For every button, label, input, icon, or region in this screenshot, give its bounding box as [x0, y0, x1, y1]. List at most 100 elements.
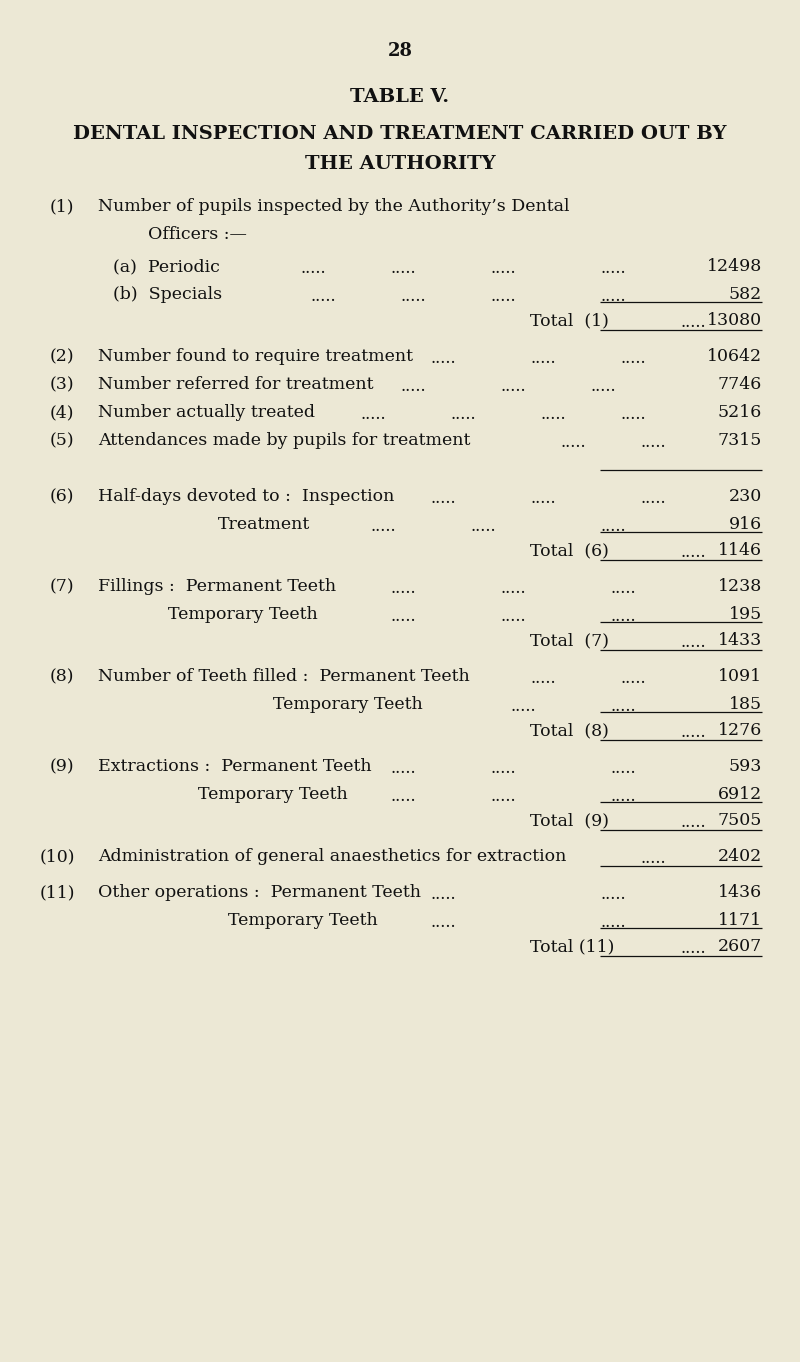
Text: Number of Teeth filled :  Permanent Teeth: Number of Teeth filled : Permanent Teeth — [98, 667, 470, 685]
Text: .....: ..... — [490, 789, 516, 805]
Text: .....: ..... — [640, 850, 666, 868]
Text: (7): (7) — [50, 577, 74, 595]
Text: Other operations :  Permanent Teeth: Other operations : Permanent Teeth — [98, 884, 421, 902]
Text: 7746: 7746 — [718, 376, 762, 394]
Text: DENTAL INSPECTION AND TREATMENT CARRIED OUT BY: DENTAL INSPECTION AND TREATMENT CARRIED … — [74, 125, 726, 143]
Text: 1238: 1238 — [718, 577, 762, 595]
Text: .....: ..... — [620, 350, 646, 366]
Text: .....: ..... — [600, 914, 626, 932]
Text: .....: ..... — [590, 379, 616, 395]
Text: 1433: 1433 — [718, 632, 762, 650]
Text: .....: ..... — [600, 518, 626, 535]
Text: 185: 185 — [729, 696, 762, 712]
Text: Attendances made by pupils for treatment: Attendances made by pupils for treatment — [98, 432, 470, 449]
Text: 7315: 7315 — [718, 432, 762, 449]
Text: .....: ..... — [390, 580, 416, 597]
Text: .....: ..... — [610, 760, 636, 776]
Text: Total  (1): Total (1) — [530, 312, 609, 330]
Text: .....: ..... — [610, 789, 636, 805]
Text: .....: ..... — [390, 260, 416, 276]
Text: (6): (6) — [50, 488, 74, 505]
Text: 2402: 2402 — [718, 849, 762, 865]
Text: .....: ..... — [600, 887, 626, 903]
Text: 5216: 5216 — [718, 405, 762, 421]
Text: .....: ..... — [500, 607, 526, 625]
Text: Total  (7): Total (7) — [530, 632, 609, 650]
Text: (b)  Specials: (b) Specials — [113, 286, 222, 302]
Text: 1146: 1146 — [718, 542, 762, 558]
Text: .....: ..... — [680, 315, 706, 331]
Text: 28: 28 — [387, 42, 413, 60]
Text: Total  (9): Total (9) — [530, 812, 609, 829]
Text: 13080: 13080 — [707, 312, 762, 330]
Text: 1171: 1171 — [718, 913, 762, 929]
Text: .....: ..... — [490, 260, 516, 276]
Text: (10): (10) — [40, 849, 75, 865]
Text: Temporary Teeth: Temporary Teeth — [273, 696, 422, 712]
Text: .....: ..... — [680, 633, 706, 651]
Text: 7505: 7505 — [718, 812, 762, 829]
Text: .....: ..... — [680, 814, 706, 831]
Text: (4): (4) — [50, 405, 74, 421]
Text: Fillings :  Permanent Teeth: Fillings : Permanent Teeth — [98, 577, 336, 595]
Text: Temporary Teeth: Temporary Teeth — [198, 786, 348, 804]
Text: (a)  Periodic: (a) Periodic — [113, 257, 220, 275]
Text: 593: 593 — [729, 759, 762, 775]
Text: 1436: 1436 — [718, 884, 762, 902]
Text: .....: ..... — [490, 287, 516, 305]
Text: .....: ..... — [430, 887, 456, 903]
Text: .....: ..... — [540, 406, 566, 424]
Text: .....: ..... — [640, 490, 666, 507]
Text: .....: ..... — [530, 490, 556, 507]
Text: .....: ..... — [620, 406, 646, 424]
Text: Number found to require treatment: Number found to require treatment — [98, 349, 413, 365]
Text: 12498: 12498 — [706, 257, 762, 275]
Text: .....: ..... — [680, 725, 706, 741]
Text: Temporary Teeth: Temporary Teeth — [168, 606, 318, 622]
Text: 230: 230 — [729, 488, 762, 505]
Text: .....: ..... — [400, 287, 426, 305]
Text: 1091: 1091 — [718, 667, 762, 685]
Text: 6912: 6912 — [718, 786, 762, 804]
Text: .....: ..... — [560, 434, 586, 451]
Text: TABLE V.: TABLE V. — [350, 89, 450, 106]
Text: Officers :—: Officers :— — [148, 226, 247, 242]
Text: Temporary Teeth: Temporary Teeth — [228, 913, 378, 929]
Text: Extractions :  Permanent Teeth: Extractions : Permanent Teeth — [98, 759, 372, 775]
Text: .....: ..... — [470, 518, 496, 535]
Text: (2): (2) — [50, 349, 74, 365]
Text: Number actually treated: Number actually treated — [98, 405, 315, 421]
Text: 582: 582 — [729, 286, 762, 302]
Text: .....: ..... — [610, 607, 636, 625]
Text: .....: ..... — [310, 287, 336, 305]
Text: .....: ..... — [530, 670, 556, 686]
Text: Number of pupils inspected by the Authority’s Dental: Number of pupils inspected by the Author… — [98, 197, 570, 215]
Text: (5): (5) — [50, 432, 74, 449]
Text: .....: ..... — [610, 697, 636, 715]
Text: 1276: 1276 — [718, 722, 762, 740]
Text: 916: 916 — [729, 516, 762, 533]
Text: 2607: 2607 — [718, 938, 762, 955]
Text: .....: ..... — [400, 379, 426, 395]
Text: .....: ..... — [680, 543, 706, 561]
Text: .....: ..... — [680, 940, 706, 957]
Text: .....: ..... — [500, 379, 526, 395]
Text: (8): (8) — [50, 667, 74, 685]
Text: .....: ..... — [390, 789, 416, 805]
Text: 195: 195 — [729, 606, 762, 622]
Text: (3): (3) — [50, 376, 74, 394]
Text: .....: ..... — [300, 260, 326, 276]
Text: .....: ..... — [390, 760, 416, 776]
Text: Treatment: Treatment — [218, 516, 310, 533]
Text: 10642: 10642 — [707, 349, 762, 365]
Text: Administration of general anaesthetics for extraction: Administration of general anaesthetics f… — [98, 849, 566, 865]
Text: Total (11): Total (11) — [530, 938, 614, 955]
Text: (9): (9) — [50, 759, 74, 775]
Text: .....: ..... — [600, 287, 626, 305]
Text: .....: ..... — [620, 670, 646, 686]
Text: .....: ..... — [370, 518, 396, 535]
Text: .....: ..... — [430, 914, 456, 932]
Text: .....: ..... — [360, 406, 386, 424]
Text: .....: ..... — [600, 260, 626, 276]
Text: .....: ..... — [610, 580, 636, 597]
